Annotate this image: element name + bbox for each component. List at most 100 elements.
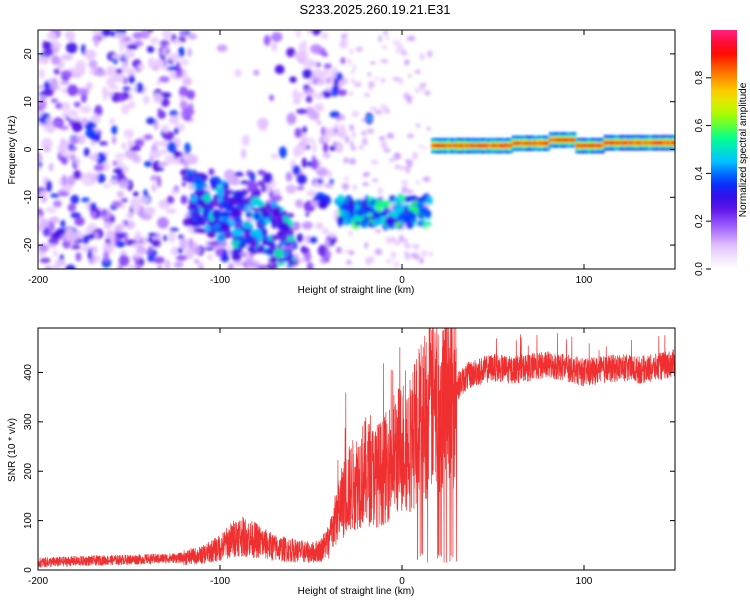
- heat-cell-carrier: [483, 143, 487, 148]
- heat-cell-noise: [113, 167, 123, 174]
- heat-cell-noise: [105, 230, 117, 240]
- heat-cell-faint: [383, 147, 391, 153]
- heat-cell-faint: [392, 76, 399, 81]
- heat-cell-noise: [320, 69, 331, 75]
- heat-cell-carrier: [435, 143, 439, 148]
- heat-cell-carrier: [579, 143, 583, 148]
- heat-cell-noise: [228, 173, 235, 185]
- heat-cell-noise: [66, 30, 76, 43]
- heat-cell-noise: [329, 178, 334, 185]
- heat-cell-carrier: [623, 140, 627, 145]
- heat-cell-noise: [180, 195, 188, 205]
- heat-cell-noise: [314, 192, 326, 199]
- heat-cell-carrier: [529, 141, 533, 146]
- heat-cell-carrier: [498, 143, 503, 148]
- heat-cell-faint: [405, 166, 411, 174]
- heat-cell-lower: [262, 221, 267, 227]
- heat-cell-noise: [38, 110, 42, 118]
- heat-cell-carrier: [645, 140, 649, 145]
- heat-cell-noise: [292, 165, 301, 176]
- heat-cell-noise: [61, 54, 74, 61]
- heat-cell-noise: [85, 128, 97, 139]
- spectrogram-xtick-label: -100: [210, 275, 230, 286]
- heat-cell-carrier: [608, 140, 612, 145]
- heat-cell-noise: [60, 70, 73, 79]
- heat-cell-lower: [271, 234, 280, 241]
- heat-cell-mid: [421, 217, 426, 228]
- heat-cell-faint: [370, 159, 379, 165]
- heat-cell-mid: [337, 194, 345, 203]
- heat-cell-lower: [249, 249, 259, 255]
- heat-cell-noise: [65, 227, 74, 234]
- heat-cell-noise: [85, 49, 92, 61]
- heat-cell-carrier: [597, 143, 601, 148]
- colorbar: 0.0 0.2 0.4 0.6 0.8 Normalized spectral ampl…: [694, 30, 749, 276]
- heat-cell-noise: [123, 231, 128, 244]
- heat-cell-carrier: [472, 143, 476, 148]
- heat-cell-noise: [169, 52, 181, 62]
- heat-cell-noise: [178, 86, 189, 98]
- heat-cell-noise: [103, 250, 110, 262]
- heat-cell-lower: [273, 248, 284, 259]
- heat-cell-noise: [71, 230, 84, 241]
- heat-cell-noise: [159, 161, 169, 166]
- heat-cell-lower: [274, 214, 284, 224]
- heat-cell-lower: [260, 210, 271, 219]
- heat-cell-faint: [380, 59, 389, 64]
- heat-cell-noise: [207, 241, 220, 246]
- heat-cell-noise: [241, 148, 247, 159]
- heat-cell-noise: [178, 95, 185, 101]
- heat-cell-mid: [408, 209, 413, 219]
- heat-cell-noise: [45, 206, 57, 214]
- heat-cell-lower: [231, 228, 244, 237]
- heat-cell-noise: [296, 30, 301, 38]
- heat-cell-carrier: [610, 140, 614, 145]
- heat-cell-carrier: [642, 140, 647, 145]
- heat-cell-carrier: [492, 143, 496, 148]
- heat-cell-noise: [48, 162, 54, 172]
- heat-cell-noise: [81, 44, 86, 55]
- heat-cell-faint: [394, 165, 400, 169]
- heat-cell-lower: [278, 232, 288, 243]
- heat-cell-noise: [72, 116, 82, 122]
- heat-cell-noise: [326, 77, 331, 85]
- heat-cell-faint: [364, 241, 369, 249]
- heat-cell-noise: [320, 126, 326, 136]
- heat-cell-noise: [286, 47, 296, 58]
- heat-cell-mid: [384, 199, 390, 208]
- heat-cell-noise: [67, 203, 77, 213]
- heat-cell-lower: [263, 234, 269, 239]
- heat-cell-noise: [327, 232, 337, 238]
- heat-cell-faint: [385, 259, 393, 263]
- heat-cell-noise: [50, 98, 59, 103]
- heat-cell-noise: [183, 159, 189, 169]
- heat-cell-noise: [108, 85, 120, 91]
- heat-cell-carrier: [466, 143, 470, 148]
- heat-cell-faint: [407, 73, 412, 78]
- heat-cell-mid: [398, 206, 405, 213]
- heat-cell-faint: [340, 39, 348, 44]
- heat-cell-carrier: [590, 143, 594, 148]
- heat-cell-carrier: [542, 141, 546, 146]
- heat-cell-noise: [121, 103, 130, 115]
- heat-cell-noise: [45, 180, 53, 193]
- heat-cell-mid: [408, 195, 418, 202]
- heat-cell-faint: [404, 59, 410, 66]
- heat-cell-noise: [333, 127, 339, 134]
- heat-cell-faint: [352, 184, 357, 191]
- heat-cell-noise: [45, 117, 52, 127]
- heat-cell-carrier: [431, 143, 435, 148]
- heat-cell-lower: [193, 227, 205, 234]
- heat-cell-noise: [128, 74, 135, 84]
- heat-cell-noise: [42, 230, 51, 235]
- heat-cell-carrier: [481, 143, 485, 148]
- heat-cell-mid: [404, 196, 411, 202]
- heat-cell-carrier: [452, 143, 457, 148]
- heat-cell-faint: [424, 90, 431, 96]
- heat-cell-lower: [249, 199, 261, 206]
- heat-cell-carrier: [444, 143, 448, 148]
- heat-cell-noise: [64, 184, 73, 193]
- heat-cell-carrier: [603, 140, 607, 145]
- heat-cell-faint: [355, 46, 363, 52]
- heat-cell-carrier: [518, 141, 522, 146]
